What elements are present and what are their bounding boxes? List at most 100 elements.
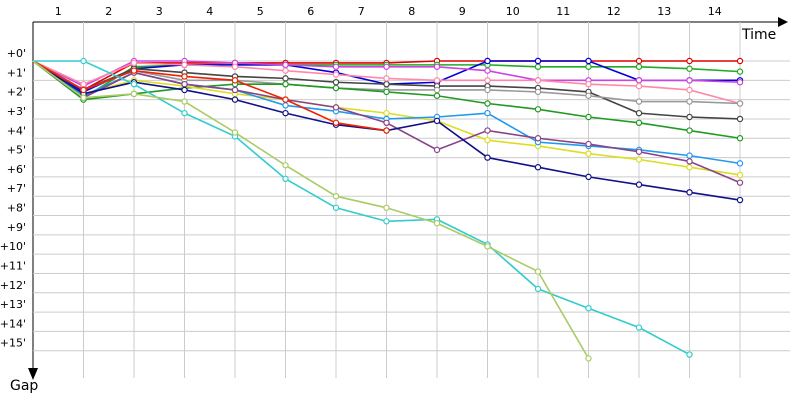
data-point [484,127,491,134]
data-point [484,67,491,74]
data-point [736,196,744,204]
x-tick-label: 6 [307,5,314,18]
data-point [686,158,693,165]
data-point [332,79,340,86]
data-point [383,119,390,127]
y-tick-label: +1' [7,66,26,79]
data-point [130,80,138,88]
data-point [534,57,542,65]
y-tick-label: +13' [0,298,26,311]
x-axis-arrow [778,17,788,27]
y-tick-label: +4' [7,124,26,137]
y-axis-title: Gap [10,378,38,394]
data-point [736,115,744,123]
x-tick-label: 8 [408,5,415,18]
data-point [635,119,643,127]
data-point [686,113,693,121]
data-point [231,129,239,136]
data-point [686,152,693,159]
data-point [282,80,289,88]
data-point [484,77,491,84]
data-point [433,63,441,70]
x-tick-label: 13 [657,5,671,18]
data-point [484,243,491,250]
data-point [635,57,643,65]
data-point [635,109,643,117]
data-point [686,57,693,65]
data-point [736,135,744,142]
data-point [686,351,693,358]
x-tick-label: 10 [506,5,520,18]
data-point [181,61,188,69]
data-point [231,96,239,103]
data-point [635,63,643,70]
data-point [585,305,592,312]
data-point [686,65,693,72]
data-point [282,61,289,69]
data-point [585,355,592,362]
x-tick-label: 14 [708,5,722,18]
data-point [585,80,592,88]
y-tick-label: +14' [0,317,26,330]
data-point [433,92,441,99]
y-tick-label: +10' [0,240,26,253]
data-point [635,324,643,331]
data-point [534,77,542,84]
data-point [585,150,592,157]
x-tick-label: 11 [556,5,570,18]
data-point [433,220,441,227]
data-point [282,75,289,82]
data-point [635,82,643,90]
data-point [383,218,390,225]
data-point [686,164,693,171]
data-point [130,67,138,74]
data-point [282,67,289,74]
data-point [181,73,188,80]
data-point [585,113,592,121]
data-point [383,204,390,211]
data-point [282,96,289,103]
series-line [33,60,690,356]
data-point [585,57,592,65]
data-point [534,268,542,275]
data-point [181,98,188,105]
data-point [736,179,744,186]
y-tick-label: +5' [7,144,26,157]
data-point [484,154,491,161]
y-tick-label: +0' [7,47,26,60]
data-point [686,77,693,84]
data-point [332,204,340,211]
data-point [635,98,643,105]
series-line [32,60,387,132]
data-point [282,102,289,109]
data-point [585,140,592,148]
data-point [80,57,87,65]
data-point [80,86,87,94]
data-point [282,109,289,117]
data-point [534,88,542,96]
data-point [231,86,239,94]
data-point [686,189,693,196]
y-tick-label: +15' [0,337,26,350]
data-point [635,148,643,155]
data-point [534,135,542,142]
data-point [736,79,744,86]
series-line [32,60,590,359]
x-tick-label: 9 [459,5,466,18]
data-point [383,63,390,70]
data-point [80,94,87,101]
y-axis-arrow [28,368,38,380]
data-point [635,77,643,84]
y-tick-label: +7' [7,182,26,195]
data-point [181,80,188,88]
data-point [585,173,592,181]
data-point [484,57,491,65]
data-point [484,86,491,94]
data-point [332,104,340,111]
data-point [282,162,289,169]
data-point [130,90,138,98]
data-point [332,63,340,70]
data-point [181,86,188,94]
data-point [332,119,340,127]
